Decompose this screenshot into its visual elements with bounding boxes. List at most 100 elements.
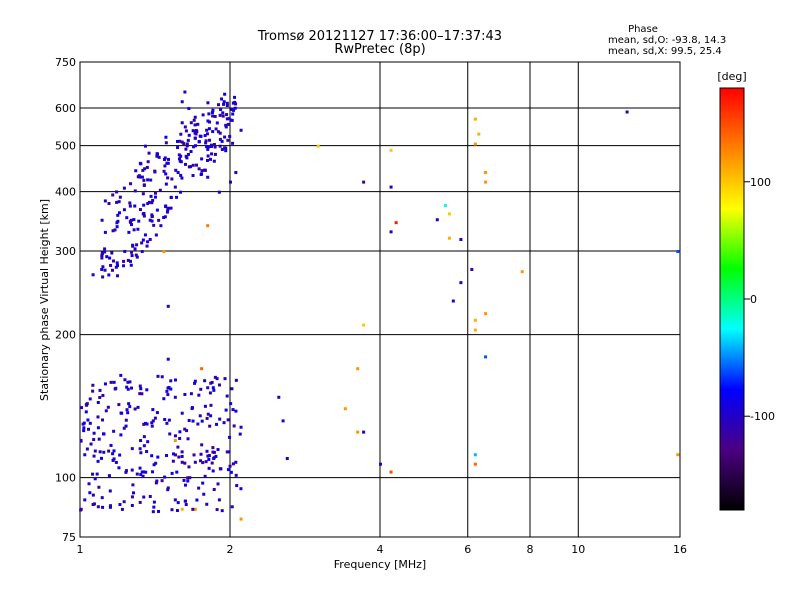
cluster-point bbox=[103, 250, 107, 254]
cluster-point bbox=[201, 461, 205, 465]
cluster-point bbox=[112, 259, 116, 263]
cluster-point bbox=[91, 493, 95, 497]
cluster-point bbox=[166, 488, 170, 492]
data-point bbox=[435, 218, 439, 222]
data-point bbox=[389, 148, 393, 152]
cluster-point bbox=[200, 169, 204, 173]
cluster-point bbox=[183, 427, 187, 431]
cluster-point bbox=[153, 416, 157, 420]
cluster-point bbox=[115, 225, 119, 229]
cluster-point bbox=[112, 449, 116, 453]
cluster-point bbox=[215, 121, 219, 125]
data-point bbox=[356, 430, 360, 434]
cluster-point bbox=[169, 195, 173, 199]
cluster-point bbox=[209, 403, 213, 407]
cluster-point bbox=[155, 479, 159, 483]
cluster-point bbox=[216, 130, 220, 134]
cluster-point bbox=[104, 409, 108, 413]
data-point bbox=[180, 140, 184, 144]
cluster-point bbox=[137, 219, 141, 223]
cluster-point bbox=[119, 373, 123, 377]
cluster-point bbox=[156, 374, 160, 378]
stats-heading: Phase bbox=[628, 24, 658, 35]
cluster-point bbox=[112, 380, 116, 384]
y-tick-label: 300 bbox=[55, 245, 76, 258]
data-point bbox=[193, 460, 197, 464]
y-tick-label: 600 bbox=[55, 102, 76, 115]
cluster-point bbox=[149, 178, 153, 182]
y-tick-label: 200 bbox=[55, 329, 76, 342]
cluster-point bbox=[225, 450, 229, 454]
cluster-point bbox=[144, 470, 148, 474]
cluster-point bbox=[224, 123, 228, 127]
cluster-point bbox=[138, 466, 142, 470]
cluster-point bbox=[186, 138, 190, 142]
cluster-point bbox=[125, 216, 129, 220]
data-point bbox=[118, 503, 122, 507]
cluster-point bbox=[162, 397, 166, 401]
cluster-point bbox=[101, 505, 105, 509]
cluster-point bbox=[176, 146, 180, 150]
cluster-point bbox=[189, 165, 193, 169]
cluster-point bbox=[207, 145, 211, 149]
cluster-point bbox=[158, 188, 162, 192]
cluster-point bbox=[142, 435, 146, 439]
cluster-point bbox=[218, 144, 222, 148]
data-point bbox=[180, 507, 184, 511]
cluster-point bbox=[205, 145, 209, 149]
cluster-point bbox=[97, 437, 101, 441]
cluster-point bbox=[109, 380, 113, 384]
cluster-point bbox=[223, 92, 227, 96]
cluster-point bbox=[79, 439, 83, 443]
data-point bbox=[625, 110, 629, 114]
cluster-point bbox=[180, 454, 184, 458]
cluster-point bbox=[140, 392, 144, 396]
cluster-point bbox=[211, 469, 215, 473]
cluster-point bbox=[108, 256, 112, 260]
cluster-point bbox=[117, 403, 121, 407]
data-point bbox=[451, 299, 455, 303]
cluster-point bbox=[108, 489, 112, 493]
cluster-point bbox=[101, 265, 105, 269]
cluster-point bbox=[185, 142, 189, 146]
cluster-point bbox=[163, 164, 167, 168]
cluster-point bbox=[212, 388, 216, 392]
data-point bbox=[184, 503, 188, 507]
cluster-point bbox=[116, 213, 120, 217]
cluster-point bbox=[80, 406, 84, 410]
cluster-point bbox=[165, 454, 169, 458]
cluster-point bbox=[205, 449, 209, 453]
stats-o-line: mean, sd,O: -93.8, 14.3 bbox=[608, 35, 726, 46]
data-point bbox=[103, 268, 107, 272]
data-point bbox=[180, 460, 184, 464]
data-point bbox=[122, 264, 126, 268]
data-point bbox=[196, 422, 200, 426]
cluster-point bbox=[189, 392, 193, 396]
cluster-point bbox=[163, 156, 167, 160]
cluster-point bbox=[223, 146, 227, 150]
cluster-point bbox=[205, 132, 209, 136]
cluster-point bbox=[88, 397, 92, 401]
data-point bbox=[166, 304, 170, 308]
cluster-point bbox=[211, 446, 215, 450]
cluster-point bbox=[226, 468, 230, 472]
cluster-point bbox=[213, 114, 217, 118]
cluster-point bbox=[219, 467, 223, 471]
data-point bbox=[473, 462, 477, 466]
cluster-point bbox=[221, 111, 225, 115]
cluster-point bbox=[82, 429, 86, 433]
cluster-point bbox=[174, 168, 178, 172]
cluster-point bbox=[209, 144, 213, 148]
cluster-point bbox=[192, 145, 196, 149]
cluster-point bbox=[136, 227, 140, 231]
cluster-point bbox=[166, 161, 170, 165]
cluster-point bbox=[165, 389, 169, 393]
cluster-point bbox=[206, 154, 210, 158]
cluster-point bbox=[143, 233, 147, 237]
cluster-point bbox=[138, 208, 142, 212]
cluster-point bbox=[151, 470, 155, 474]
cluster-point bbox=[232, 424, 236, 428]
data-point bbox=[362, 323, 366, 327]
data-point bbox=[83, 498, 87, 502]
data-point bbox=[217, 190, 221, 194]
